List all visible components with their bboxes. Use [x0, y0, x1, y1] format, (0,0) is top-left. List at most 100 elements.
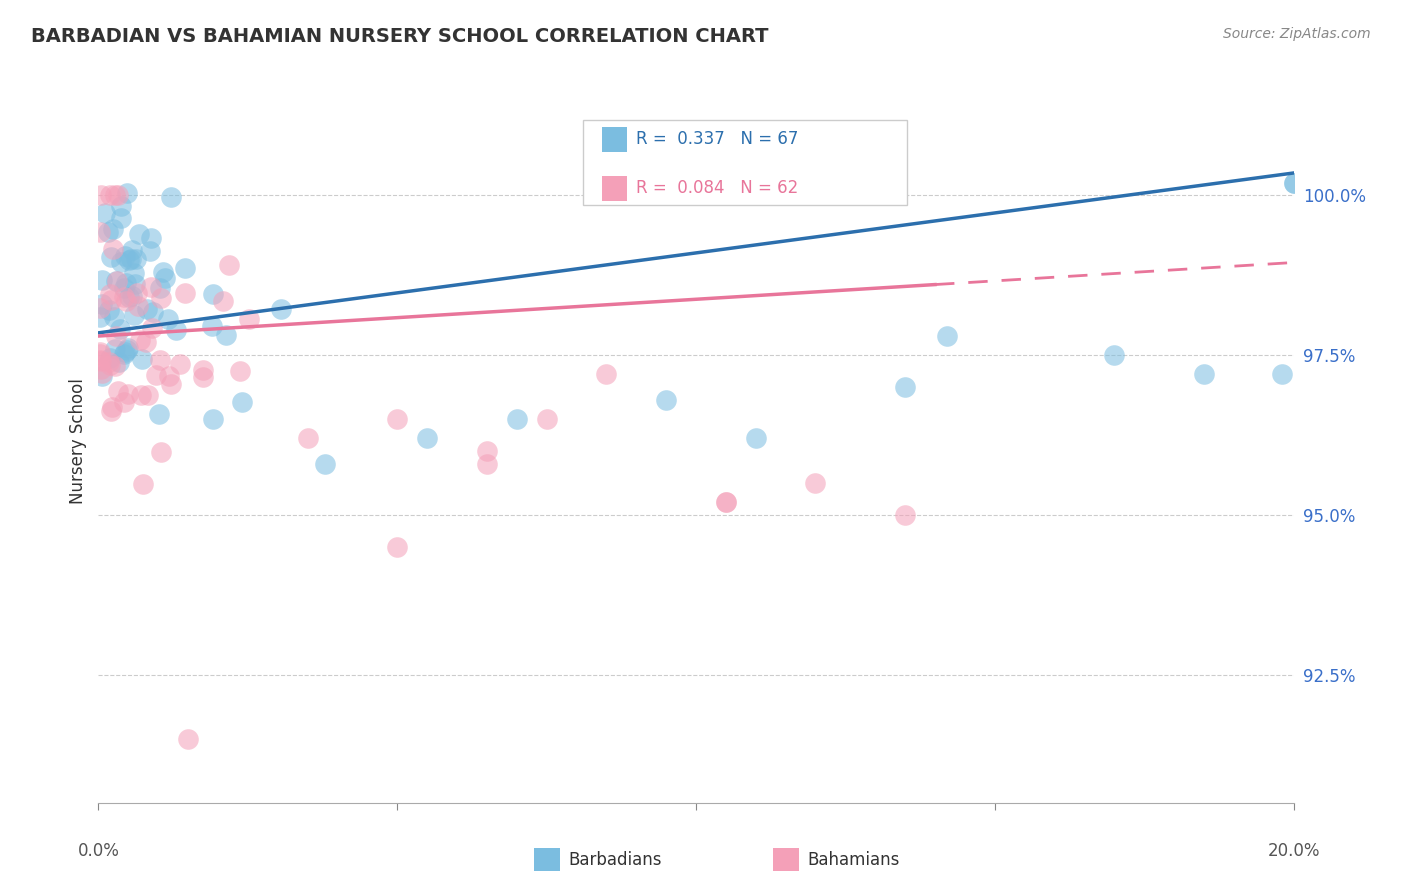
Point — [117, 253, 139, 268]
Point — [91, 369, 114, 384]
Point — [121, 243, 143, 257]
Point — [215, 328, 238, 343]
Point — [89, 353, 111, 368]
Point — [150, 292, 173, 306]
Point — [169, 358, 191, 372]
Point — [142, 304, 165, 318]
Point — [100, 293, 122, 308]
Point — [117, 387, 139, 401]
Point — [89, 347, 111, 361]
Point — [475, 457, 498, 471]
Point — [90, 362, 112, 376]
Point — [110, 255, 132, 269]
Point — [1271, 368, 1294, 382]
Point — [139, 280, 162, 294]
Text: Bahamians: Bahamians — [807, 851, 900, 869]
Text: R =  0.337   N = 67: R = 0.337 N = 67 — [636, 130, 797, 148]
Point — [191, 369, 214, 384]
Point — [231, 395, 253, 409]
Point — [655, 392, 678, 407]
Point — [112, 289, 135, 303]
Point — [100, 404, 122, 418]
Point — [115, 276, 138, 290]
Text: BARBADIAN VS BAHAMIAN NURSERY SCHOOL CORRELATION CHART: BARBADIAN VS BAHAMIAN NURSERY SCHOOL COR… — [31, 27, 769, 45]
Point — [148, 407, 170, 421]
Point — [94, 206, 117, 220]
Point — [1282, 176, 1305, 190]
Point — [714, 495, 737, 509]
Point — [135, 335, 157, 350]
Point — [89, 345, 111, 359]
Point — [110, 211, 132, 225]
Point — [595, 368, 617, 382]
Point — [416, 431, 439, 445]
Point — [98, 303, 121, 318]
Point — [105, 275, 128, 289]
Point — [1282, 176, 1305, 190]
Point — [112, 394, 135, 409]
Point — [202, 412, 225, 426]
Point — [218, 258, 240, 272]
Point — [114, 249, 136, 263]
Point — [98, 188, 121, 202]
Point — [270, 301, 292, 316]
Point — [153, 271, 176, 285]
Point — [98, 351, 121, 365]
Text: 0.0%: 0.0% — [77, 842, 120, 860]
Point — [90, 353, 112, 368]
Point — [89, 301, 111, 316]
Point — [90, 188, 112, 202]
Point — [1192, 368, 1215, 382]
Point — [149, 280, 172, 294]
Point — [149, 353, 172, 368]
Point — [112, 346, 135, 360]
Point — [174, 260, 197, 275]
Point — [174, 285, 197, 300]
Point — [238, 312, 260, 326]
Point — [157, 369, 180, 384]
Text: Source: ZipAtlas.com: Source: ZipAtlas.com — [1223, 27, 1371, 41]
Point — [1104, 348, 1126, 362]
Point — [89, 310, 111, 325]
Point — [105, 329, 128, 343]
Point — [122, 308, 145, 322]
Point — [117, 186, 139, 201]
Point — [97, 225, 120, 239]
Point — [157, 312, 180, 326]
Point — [124, 277, 146, 291]
Text: Barbadians: Barbadians — [568, 851, 662, 869]
Y-axis label: Nursery School: Nursery School — [69, 378, 87, 505]
Point — [159, 190, 181, 204]
Point — [122, 266, 145, 280]
Point — [135, 302, 157, 317]
Point — [121, 289, 143, 303]
Point — [127, 285, 149, 300]
Point — [114, 294, 136, 309]
Point — [149, 445, 172, 459]
Point — [103, 221, 125, 235]
Point — [129, 334, 152, 348]
Point — [745, 431, 768, 445]
Point — [385, 412, 409, 426]
Point — [385, 540, 409, 554]
Point — [138, 244, 160, 258]
Point — [201, 318, 224, 333]
Point — [118, 290, 141, 304]
Point — [90, 297, 112, 311]
Point — [110, 199, 132, 213]
Point — [193, 362, 215, 376]
Point — [125, 252, 148, 267]
Point — [202, 286, 225, 301]
Point — [117, 341, 139, 355]
Point — [105, 274, 128, 288]
Point — [120, 252, 142, 266]
Point — [103, 359, 125, 373]
Point — [936, 329, 959, 343]
Point — [131, 351, 153, 366]
Point — [297, 431, 319, 445]
Point — [177, 731, 200, 746]
Point — [212, 294, 235, 309]
Text: 20.0%: 20.0% — [1267, 842, 1320, 860]
Point — [108, 355, 131, 369]
Point — [91, 273, 114, 287]
